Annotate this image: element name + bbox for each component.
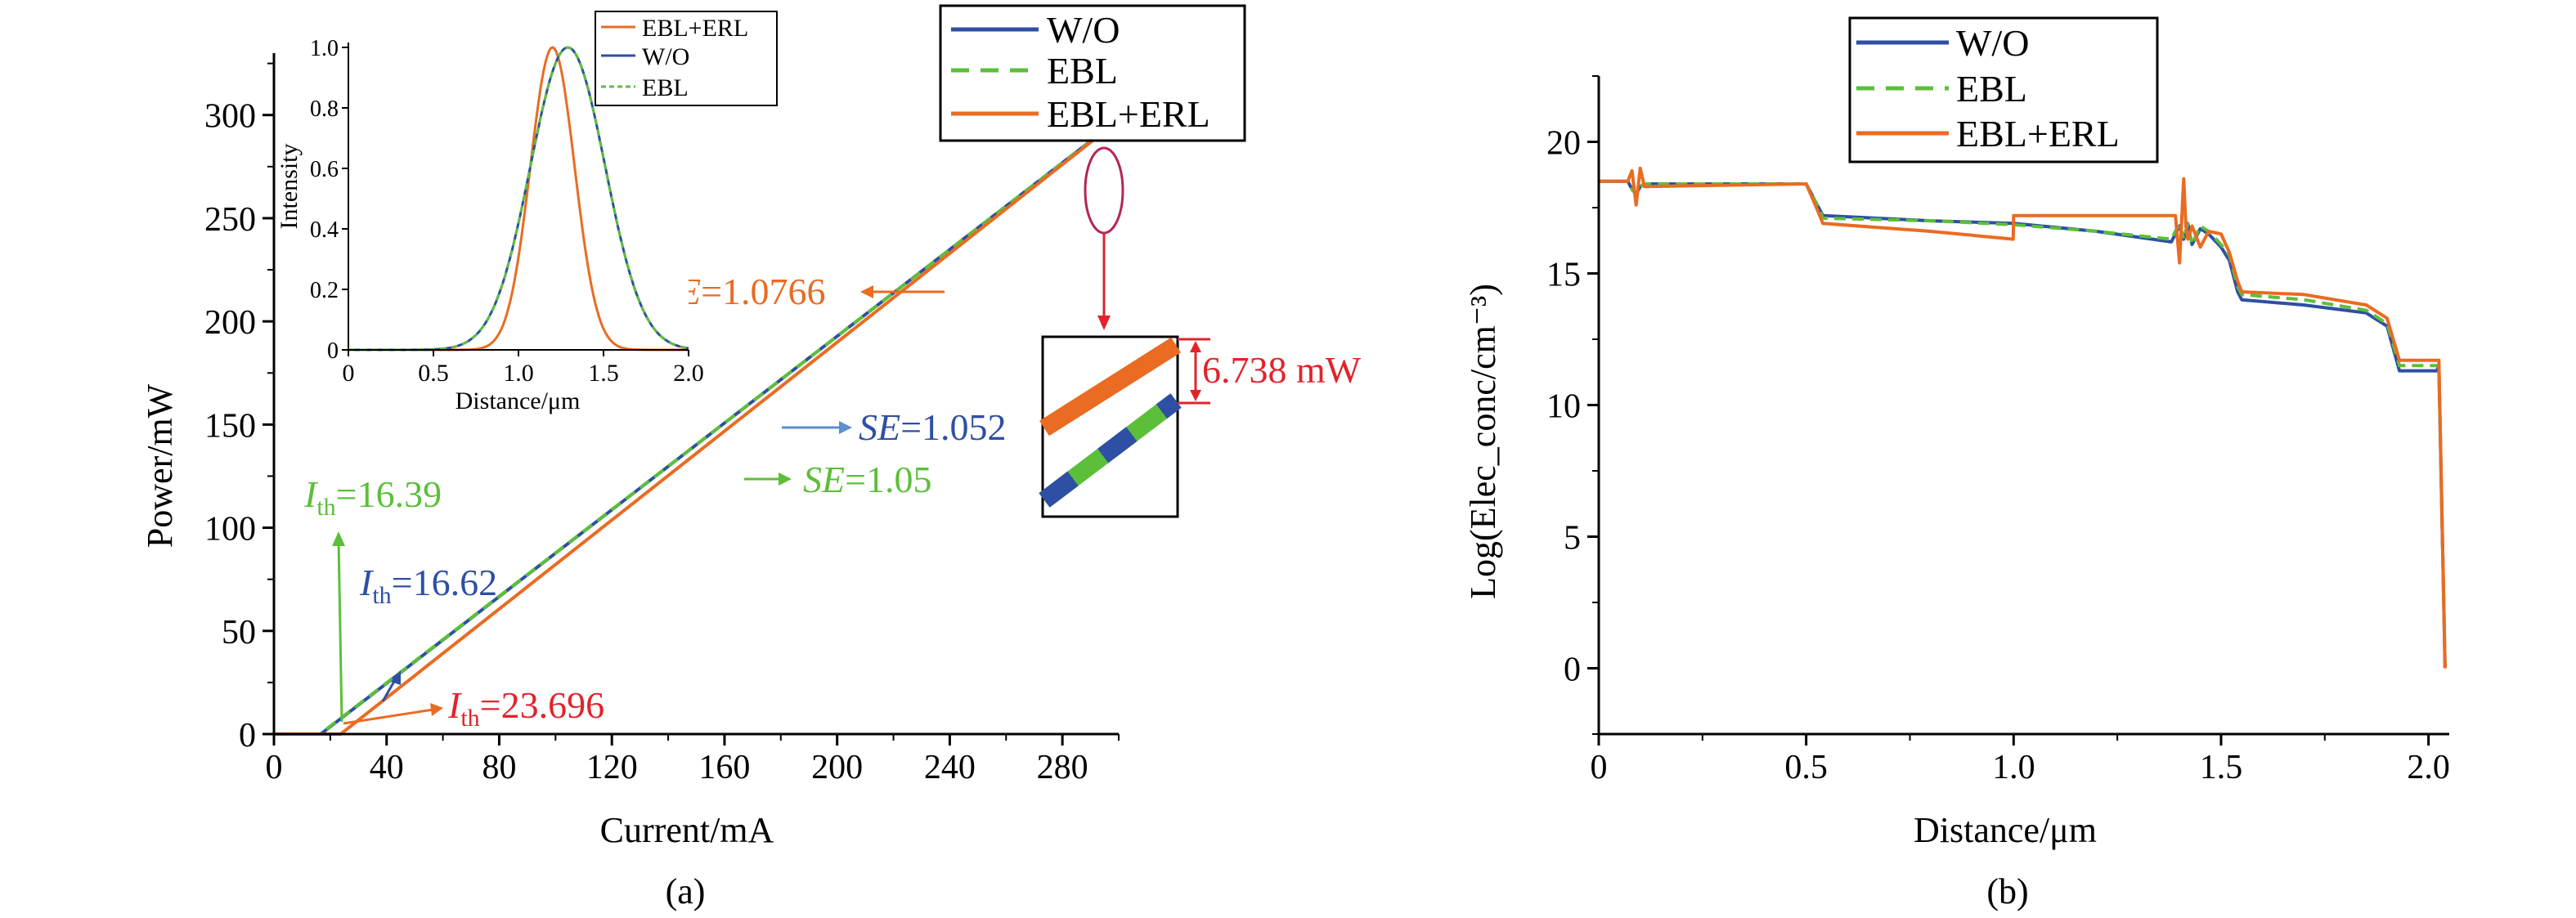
panel-b-label: (b): [1986, 871, 2028, 911]
panel-b-series-eblerl: [1599, 166, 2447, 669]
ith-eblerl-prefix: I: [447, 684, 463, 726]
ith-ebl-sub: th: [316, 494, 335, 521]
panel-b-axes: [1597, 76, 2449, 736]
inset-legend-label-wo: W/O: [642, 43, 689, 70]
svg-text:SE=1.05: SE=1.05: [803, 459, 932, 500]
panel-b-x-tick-label: 1.5: [2200, 749, 2243, 786]
panel-b-x-tick-label: 0: [1591, 749, 1608, 786]
panel-b-x-tick-label: 2.0: [2407, 749, 2450, 786]
panel-b-x-tick-label: 1.0: [1992, 749, 2035, 786]
inset-legend: EBL+ERL W/O EBL: [595, 11, 778, 106]
inset-y-tick-label: 0.6: [310, 157, 339, 182]
inset-legend-label-eblerl: EBL+ERL: [642, 15, 748, 42]
legend-label-ebl: EBL: [1047, 50, 1118, 92]
svg-text:Ith=23.696: Ith=23.696: [447, 684, 604, 732]
inset-series-ebl: [348, 46, 689, 352]
inset-x-axis-label: Distance/μm: [456, 387, 581, 414]
panel-b-legend-label-wo: W/O: [1956, 22, 2029, 64]
ith-wo-value: =16.62: [392, 562, 497, 603]
panel-a-x-tick-label: 80: [482, 749, 516, 786]
ith-ebl-prefix: I: [303, 473, 319, 515]
panel-a-y-tick-label: 100: [204, 511, 256, 549]
inset-x-tick-label: 0.5: [418, 360, 449, 387]
se-annotation-ebl: SE=1.05: [744, 459, 932, 500]
panel-a-x-tick-label: 0: [266, 749, 283, 786]
zoom-delta-label: 6.738 mW: [1202, 349, 1362, 391]
panel-a-x-axis-label: Current/mA: [600, 810, 774, 850]
legend-label-eblerl: EBL+ERL: [1047, 93, 1210, 135]
panel-a-x-tick-label: 40: [370, 749, 404, 786]
panel-a-legend: W/O EBL EBL+ERL: [939, 4, 1246, 142]
svg-text:SE=1.052: SE=1.052: [859, 406, 1007, 448]
panel-b-legend-label-eblerl: EBL+ERL: [1956, 113, 2120, 154]
panel-b-series-ebl: [1599, 179, 2447, 669]
panel-b-y-tick-label: 0: [1564, 652, 1581, 689]
panel-a-x-tick-label: 120: [586, 749, 638, 786]
legend-label-wo: W/O: [1047, 9, 1120, 51]
panel-a-y-axis-label: Power/mW: [140, 383, 180, 548]
panel-b-legend-label-ebl: EBL: [1956, 68, 2027, 110]
inset-legend-label-ebl: EBL: [642, 74, 689, 101]
se-wo-prefix: SE: [859, 406, 900, 448]
panel-b-plot-lines: [1599, 166, 2447, 669]
inset-chart: 0 0.5 1.0 1.5 2.0 0 0.2 0.4 0.6 0.8 1.0 Distance/μ…: [276, 11, 778, 414]
panel-a-x-tick-label: 280: [1037, 749, 1088, 786]
panel-b-y-axis-label: Log(Elec_conc/cm⁻³): [1463, 284, 1503, 599]
panel-b-y-tick-label: 10: [1546, 388, 1581, 426]
panel-a-y-tick-label: 0: [239, 717, 256, 755]
panel-b-legend: W/O EBL EBL+ERL: [1848, 16, 2159, 163]
ith-ebl-value: =16.39: [336, 473, 442, 515]
zoom-indicator: 6.738 mW: [1039, 146, 1362, 518]
panel-b-ticks: 0 0.5 1.0 1.5 2.0 0 5 10 15 20: [1546, 75, 2450, 786]
ith-annotation-wo: Ith=16.62: [359, 562, 497, 702]
ith-annotation-ebl: Ith=16.39: [303, 473, 442, 723]
svg-text:Ith=16.39: Ith=16.39: [303, 473, 442, 521]
ith-annotation-eblerl: Ith=23.696: [343, 684, 604, 732]
ith-eblerl-sub: th: [460, 705, 479, 732]
inset-y-tick-label: 0.2: [310, 278, 339, 303]
zoom-lines: [1039, 337, 1182, 508]
panel-a: 0 40 80 120 160 200 240 280 0 50 100 150 200 250 300 C…: [140, 4, 1362, 911]
panel-a-y-tick-label: 300: [204, 98, 256, 136]
svg-text:Ith=16.62: Ith=16.62: [359, 562, 497, 609]
panel-a-y-tick-label: 50: [222, 614, 256, 652]
panel-b-x-tick-label: 0.5: [1784, 749, 1828, 786]
se-annotation-eblerl: SE=1.0766: [659, 271, 945, 312]
se-ebl-value: =1.05: [845, 459, 931, 500]
inset-y-tick-label: 0.8: [310, 96, 339, 122]
inset-y-tick-label: 1.0: [310, 36, 339, 61]
ith-eblerl-value: =23.696: [480, 684, 604, 726]
panel-a-label: (a): [666, 871, 706, 911]
inset-x-tick-label: 2.0: [673, 360, 704, 387]
inset-y-tick-label: 0.4: [310, 217, 339, 243]
panel-a-y-tick-label: 200: [204, 304, 256, 342]
panel-a-ticks: 0 40 80 120 160 200 240 280 0 50 100 150 200 250 300: [204, 62, 1120, 786]
panel-a-y-tick-label: 250: [204, 201, 256, 239]
panel-b-series-wo: [1599, 179, 2447, 669]
panel-b-x-axis-label: Distance/μm: [1914, 810, 2097, 850]
panel-a-x-tick-label: 200: [811, 749, 863, 786]
panel-a-y-tick-label: 150: [204, 407, 256, 445]
panel-a-x-tick-label: 240: [924, 749, 976, 786]
inset-y-axis-label: Intensity: [276, 144, 303, 230]
zoom-ellipse: [1084, 146, 1124, 235]
se-annotation-wo: SE=1.052: [782, 406, 1007, 448]
inset-x-tick-label: 1.0: [503, 360, 534, 387]
panel-b-y-tick-label: 15: [1546, 257, 1581, 294]
panel-b-y-tick-label: 20: [1546, 125, 1581, 163]
panel-a-x-tick-label: 160: [698, 749, 750, 786]
se-eblerl-value: =1.0766: [701, 271, 825, 312]
ith-wo-sub: th: [372, 582, 391, 609]
inset-x-tick-label: 1.5: [588, 360, 619, 387]
ith-wo-prefix: I: [359, 562, 375, 603]
se-wo-value: =1.052: [900, 406, 1006, 448]
panel-b: 0 0.5 1.0 1.5 2.0 0 5 10 15 20 Distance/μm Log(El…: [1463, 16, 2450, 911]
inset-x-tick-label: 0: [343, 360, 355, 387]
panel-b-y-tick-label: 5: [1564, 520, 1581, 558]
inset-ticks: 0 0.5 1.0 1.5 2.0 0 0.2 0.4 0.6 0.8 1.0: [310, 36, 704, 387]
se-ebl-prefix: SE: [803, 459, 845, 500]
inset-y-tick-label: 0: [327, 338, 339, 364]
